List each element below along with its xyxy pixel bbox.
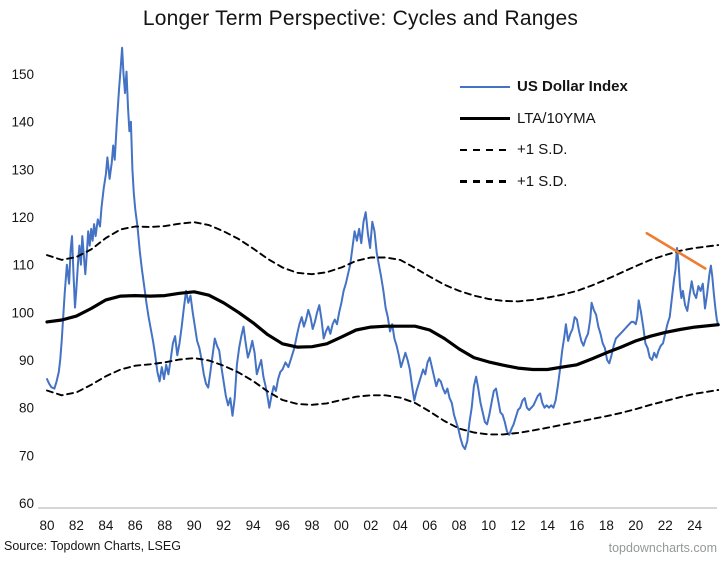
series-plus-1-sd-lower-line <box>46 357 720 436</box>
watermark-link[interactable]: topdowncharts.com <box>608 541 717 555</box>
y-tick-label: 60 <box>19 496 34 511</box>
x-tick-label: 08 <box>452 518 467 533</box>
x-tick-label: 94 <box>246 518 262 533</box>
legend-item-plus-1-sd-lower: +1 S.D. <box>460 166 628 198</box>
series-lta-10yma-line <box>45 290 720 372</box>
legend-item-us-dollar-index: US Dollar Index <box>460 71 628 103</box>
y-tick-label: 80 <box>19 401 34 416</box>
series-downtrend-annotation-line <box>645 231 707 270</box>
legend-label: LTA/10YMA <box>517 109 596 127</box>
x-tick-label: 24 <box>687 518 703 533</box>
legend-label: US Dollar Index <box>517 78 628 96</box>
y-tick-label: 140 <box>11 115 34 130</box>
series-us-dollar-index-line <box>46 46 720 451</box>
chart-title: Longer Term Perspective: Cycles and Rang… <box>142 7 579 30</box>
legend-line-sample-dashed-icon <box>460 148 510 151</box>
x-tick-label: 98 <box>304 518 319 533</box>
x-tick-label: 92 <box>216 518 231 533</box>
legend-line-sample-dashed-icon <box>460 180 510 183</box>
x-tick-label: 12 <box>511 518 526 533</box>
legend-item-lta-10yma: LTA/10YMA <box>460 103 628 135</box>
x-tick-label: 88 <box>157 518 172 533</box>
y-tick-label: 90 <box>19 353 34 368</box>
y-tick-label: 120 <box>11 210 34 225</box>
x-tick-label: 96 <box>275 518 290 533</box>
y-tick-label: 110 <box>12 258 34 273</box>
x-tick-label: 00 <box>334 518 349 533</box>
x-tick-label: 02 <box>363 518 378 533</box>
y-tick-label: 130 <box>11 162 34 177</box>
series-plus-1-sd-upper-line <box>46 221 720 303</box>
x-tick-label: 18 <box>599 518 614 533</box>
y-tick-label: 100 <box>11 305 34 320</box>
legend-line-sample-solid-black-icon <box>460 116 510 120</box>
x-tick-label: 10 <box>481 518 496 533</box>
legend-item-plus-1-sd-upper: +1 S.D. <box>460 134 628 166</box>
x-tick-label: 82 <box>69 518 84 533</box>
x-tick-label: 86 <box>128 518 143 533</box>
x-tick-label: 80 <box>39 518 54 533</box>
x-tick-label: 22 <box>658 518 673 533</box>
x-tick-label: 20 <box>628 518 643 533</box>
legend-label: +1 S.D. <box>517 141 568 159</box>
legend: US Dollar Index LTA/10YMA +1 S.D. +1 S.D… <box>460 71 628 197</box>
x-tick-label: 90 <box>187 518 202 533</box>
y-tick-label: 150 <box>11 67 34 82</box>
legend-label: +1 S.D. <box>517 172 568 190</box>
x-tick-label: 06 <box>422 518 437 533</box>
x-tick-label: 04 <box>393 518 409 533</box>
y-tick-label: 70 <box>19 448 34 463</box>
x-tick-label: 16 <box>569 518 584 533</box>
x-tick-label: 84 <box>98 518 114 533</box>
x-tick-label: 14 <box>540 518 556 533</box>
legend-line-sample-solid-blue-icon <box>460 85 510 88</box>
source-note: Source: Topdown Charts, LSEG <box>4 539 181 553</box>
